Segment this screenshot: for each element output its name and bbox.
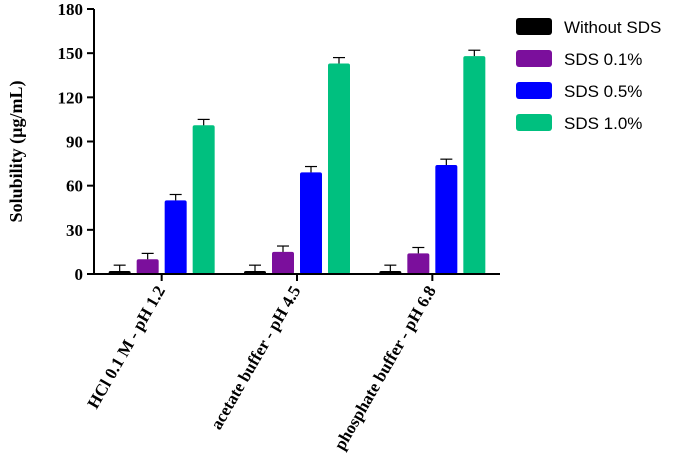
y-tick-label: 30 [66, 221, 83, 240]
legend-label: SDS 1.0% [564, 114, 642, 133]
bar [463, 56, 486, 274]
legend: Without SDS SDS 0.1% SDS 0.5% SDS 1.0% [516, 18, 661, 133]
y-tick-label: 150 [58, 44, 84, 63]
y-tick-label: 60 [66, 177, 83, 196]
x-tick-label: acetate buffer - pH 4.5 [207, 283, 305, 433]
bar [164, 200, 187, 274]
y-tick-label: 0 [75, 265, 84, 284]
bar [435, 165, 458, 274]
bar [407, 253, 430, 274]
x-tick-label: HCl 0.1 M - pH 1.2 [83, 283, 169, 412]
bar [328, 63, 350, 274]
legend-swatch [516, 50, 552, 67]
plot-area [108, 49, 486, 274]
legend-swatch [516, 114, 552, 131]
legend-swatch [516, 18, 552, 35]
legend-swatch [516, 82, 552, 99]
y-tick-label: 120 [58, 88, 84, 107]
axes: 0 30 60 90 120 150 180 Solubility (µg/mL) HCl 0.… [6, 0, 500, 453]
bar [136, 259, 159, 274]
legend-label: Without SDS [564, 18, 661, 37]
bar [300, 172, 322, 274]
y-tick-label: 90 [66, 133, 83, 152]
bar [272, 251, 294, 274]
y-tick-label: 180 [58, 0, 84, 19]
x-tick-label: phosphate buffer - pH 6.8 [330, 283, 440, 454]
legend-label: SDS 0.5% [564, 82, 642, 101]
legend-label: SDS 0.1% [564, 50, 642, 69]
y-axis-label: Solubility (µg/mL) [6, 81, 27, 223]
bar [192, 125, 215, 274]
